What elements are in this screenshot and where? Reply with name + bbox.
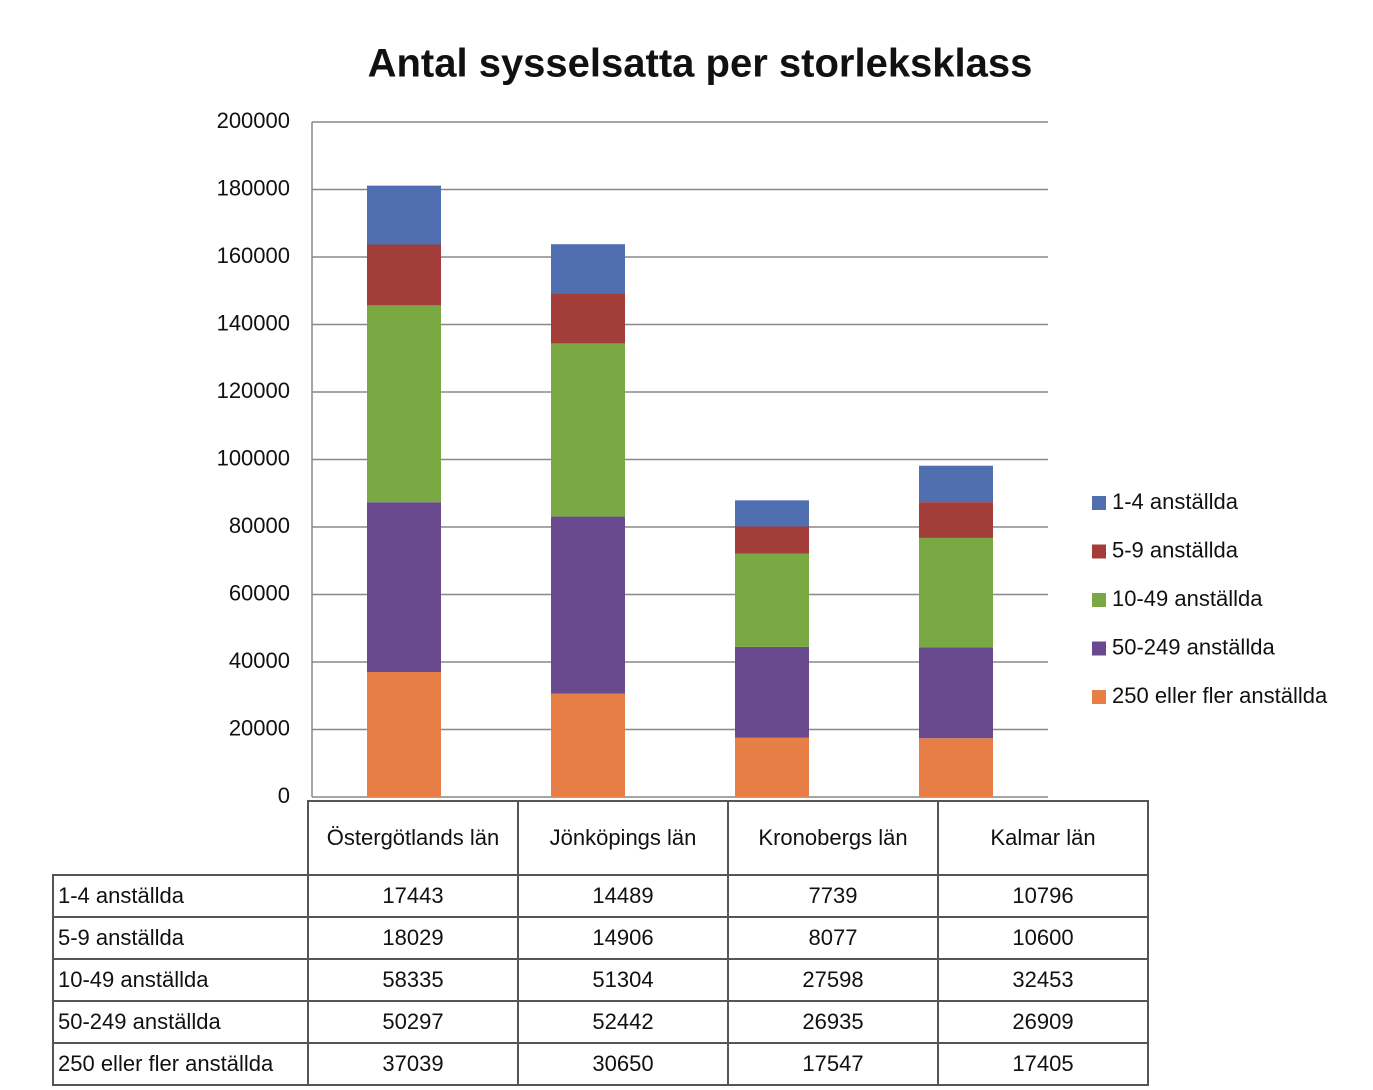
- table-header-row: Östergötlands län Jönköpings län Kronoberg…: [53, 800, 1149, 876]
- chart-title: Antal sysselsatta per storleksklass: [368, 42, 1033, 86]
- y-tick-label: 160000: [217, 243, 290, 268]
- y-tick-label: 120000: [217, 378, 290, 403]
- bar-segment: [735, 526, 809, 554]
- table-value: 10796: [937, 874, 1149, 918]
- table-value: 32453: [937, 958, 1149, 1002]
- bar-segment: [551, 693, 625, 797]
- row-label: 1-4 anställda: [52, 874, 309, 918]
- legend-label: 5-9 anställda: [1112, 537, 1239, 562]
- legend-label: 1-4 anställda: [1112, 489, 1239, 514]
- table-value: 51304: [517, 958, 729, 1002]
- table-value: 7739: [727, 874, 939, 918]
- table-row: 10-49 anställda 58335 51304 27598 32453: [52, 958, 1149, 1002]
- bar-segment: [919, 738, 993, 797]
- y-tick-label: 40000: [229, 648, 290, 673]
- y-tick-label: 100000: [217, 445, 290, 470]
- row-label: 250 eller fler anställda: [52, 1042, 309, 1086]
- table-value: 58335: [307, 958, 519, 1002]
- table-value: 14906: [517, 916, 729, 960]
- table-value: 17443: [307, 874, 519, 918]
- table-value: 27598: [727, 958, 939, 1002]
- bar-segment: [551, 293, 625, 344]
- bar-segment: [919, 537, 993, 648]
- legend-swatch: [1092, 544, 1106, 559]
- y-tick-label: 180000: [217, 175, 290, 200]
- data-table: Östergötlands län Jönköpings län Kronoberg…: [52, 800, 1149, 1086]
- legend-swatch: [1092, 690, 1106, 704]
- bar-segment: [735, 500, 809, 527]
- table-value: 26935: [727, 1000, 939, 1044]
- bar-segment: [735, 737, 809, 797]
- category-label: Östergötlands län: [307, 800, 519, 876]
- row-label: 5-9 anställda: [52, 916, 309, 960]
- bar-segment: [367, 502, 441, 672]
- y-tick-label: 80000: [229, 513, 290, 538]
- bar-segment: [367, 244, 441, 306]
- table-value: 52442: [517, 1000, 729, 1044]
- table-value: 30650: [517, 1042, 729, 1086]
- bar-segment: [735, 646, 809, 738]
- bar-segment: [367, 305, 441, 503]
- table-value: 17547: [727, 1042, 939, 1086]
- bar-segment: [919, 502, 993, 538]
- legend-label: 50-249 anställda: [1112, 634, 1275, 659]
- legend-label: 250 eller fler anställda: [1112, 683, 1328, 708]
- table-row: 1-4 anställda 17443 14489 7739 10796: [52, 874, 1149, 918]
- bar-segment: [367, 185, 441, 245]
- y-tick-label: 140000: [217, 310, 290, 335]
- bar-segment: [919, 465, 993, 503]
- y-tick-label: 20000: [229, 715, 290, 740]
- legend-label: 10-49 anställda: [1112, 586, 1263, 611]
- row-label: 10-49 anställda: [52, 958, 309, 1002]
- table-value: 26909: [937, 1000, 1149, 1044]
- table-value: 37039: [307, 1042, 519, 1086]
- category-label: Kronobergs län: [727, 800, 939, 876]
- y-tick-label: 200000: [217, 108, 290, 133]
- category-label: Kalmar län: [937, 800, 1149, 876]
- table-corner: [53, 801, 309, 875]
- table-value: 10600: [937, 916, 1149, 960]
- table-row: 250 eller fler anställda 37039 30650 17547 1…: [52, 1042, 1149, 1086]
- table-row: 50-249 anställda 50297 52442 26935 26909: [52, 1000, 1149, 1044]
- table-row: 5-9 anställda 18029 14906 8077 10600: [52, 916, 1149, 960]
- category-label: Jönköpings län: [517, 800, 729, 876]
- bar-segment: [551, 343, 625, 517]
- legend-swatch: [1092, 593, 1106, 607]
- table-value: 14489: [517, 874, 729, 918]
- legend-swatch: [1092, 496, 1106, 510]
- bar-segment: [735, 553, 809, 647]
- bar-segment: [551, 516, 625, 694]
- table-value: 17405: [937, 1042, 1149, 1086]
- bar-segment: [551, 244, 625, 294]
- legend-swatch: [1092, 641, 1106, 656]
- y-tick-label: 60000: [229, 580, 290, 605]
- table-value: 8077: [727, 916, 939, 960]
- table-value: 50297: [307, 1000, 519, 1044]
- bar-segment: [367, 671, 441, 797]
- table-value: 18029: [307, 916, 519, 960]
- bar-segment: [919, 647, 993, 739]
- row-label: 50-249 anställda: [52, 1000, 309, 1044]
